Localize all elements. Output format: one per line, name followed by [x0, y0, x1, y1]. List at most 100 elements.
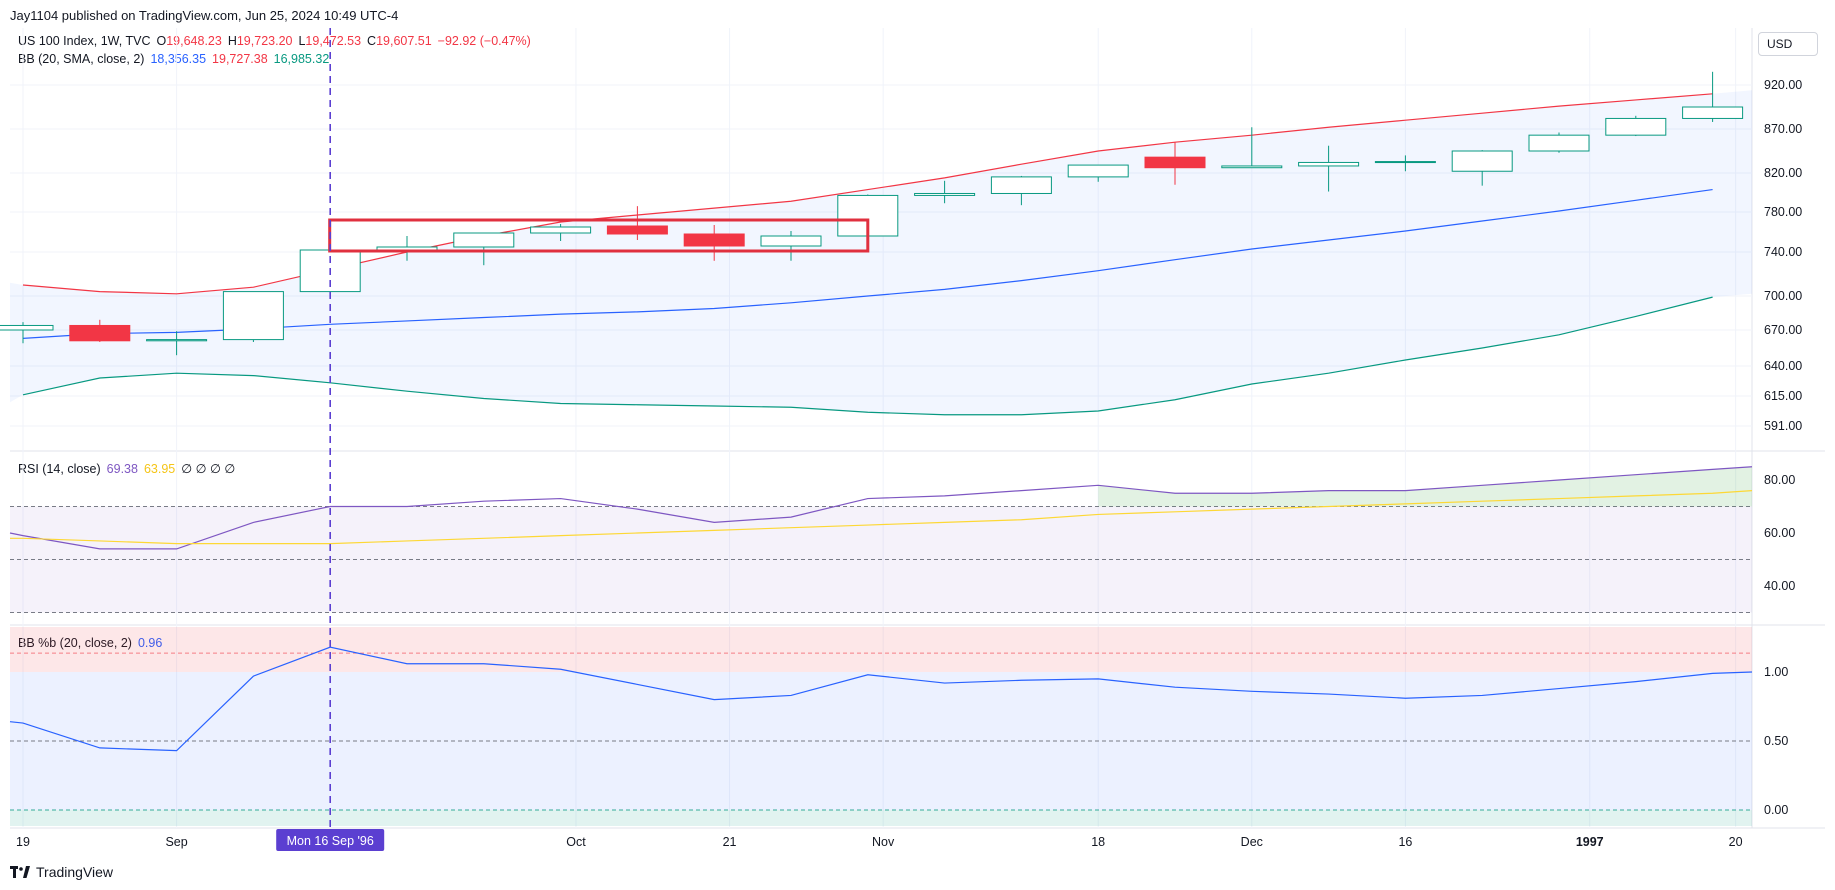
- price-tick-label: 740.00: [1764, 245, 1802, 259]
- candle: [606, 206, 668, 240]
- time-tick-label: 19: [16, 835, 30, 849]
- bbpb-line: [9, 646, 1753, 752]
- crosshair-date-label-text: Mon 16 Sep '96: [287, 834, 374, 848]
- published-header: Jay1104 published on TradingView.com, Ju…: [10, 8, 399, 23]
- bb-lower-line: [22, 296, 1713, 416]
- rsi-value: 69.38: [106, 462, 138, 476]
- candle-body-up: [1605, 117, 1667, 136]
- close-value: 19,607.51: [376, 34, 432, 48]
- tradingview-logo-icon: [10, 866, 30, 878]
- candle-body-up: [990, 176, 1052, 194]
- bbpb-tick-label: 1.00: [1764, 665, 1788, 679]
- bbpb-value: 0.96: [137, 636, 163, 650]
- time-tick-label: 20: [1729, 835, 1743, 849]
- price-tick-label: 615.00: [1764, 389, 1802, 403]
- bb-upper-value: 19,727.38: [212, 52, 268, 66]
- brand-name: TradingView: [36, 864, 114, 880]
- candle-body-up: [1298, 161, 1360, 167]
- low-label: L: [298, 34, 306, 48]
- candle-body-down: [1144, 156, 1206, 169]
- price-tick-label: 920.00: [1764, 78, 1802, 92]
- candle: [1221, 127, 1283, 169]
- currency-label: USD: [1767, 37, 1793, 51]
- candle-body-up: [0, 324, 54, 331]
- bb-legend[interactable]: BB (20, SMA, close, 2) 18,356.35 19,727.38…: [18, 52, 335, 66]
- candle: [683, 225, 745, 261]
- candle: [1374, 155, 1436, 172]
- bbpb-overbought-fill: [10, 627, 1752, 672]
- candle-body-up: [1221, 165, 1283, 169]
- candle: [914, 180, 976, 204]
- bb-basis-line: [22, 188, 1713, 339]
- candle-body-up: [914, 192, 976, 196]
- price-tick-label: 780.00: [1764, 205, 1802, 219]
- tradingview-brand: TradingView: [10, 864, 113, 880]
- rsi-overbought-fill: [1098, 466, 1752, 507]
- low-value: 19,472.53: [305, 34, 362, 48]
- bb-lower-value: 16,985.32: [273, 52, 330, 66]
- candle: [1682, 71, 1744, 122]
- open-label: O: [156, 34, 167, 48]
- bb-title: BB (20, SMA, close, 2): [18, 52, 145, 66]
- candle: [530, 224, 592, 241]
- crosshair-date-label-bg: [276, 829, 385, 851]
- high-value: 19,723.20: [236, 34, 293, 48]
- candle: [0, 322, 54, 344]
- rsi-extra-values: ∅ ∅ ∅ ∅: [181, 462, 236, 476]
- bbpb-tick-label: 0.50: [1764, 734, 1788, 748]
- candle-body-up: [1528, 134, 1590, 152]
- candle: [1144, 142, 1206, 185]
- candle-body-up: [1682, 106, 1744, 119]
- rsi-ma-value: 63.95: [143, 462, 176, 476]
- rsi-ma-line: [10, 490, 1753, 545]
- symbol-legend[interactable]: US 100 Index, 1W, TVC O19,648.23 H19,723.2…: [18, 34, 537, 48]
- candle-body-up: [1374, 161, 1436, 164]
- close-label: C: [367, 34, 377, 48]
- candle-body-down: [606, 225, 668, 235]
- time-tick-label: 1997: [1576, 835, 1604, 849]
- time-tick-label: Dec: [1241, 835, 1263, 849]
- candle: [453, 232, 515, 266]
- open-value: 19,648.23: [166, 34, 222, 48]
- bbpb-legend[interactable]: BB %b (20, close, 2) 0.96: [18, 636, 168, 650]
- candle: [222, 291, 284, 342]
- candle-body-up: [1067, 164, 1129, 178]
- rsi-title: RSI (14, close): [18, 462, 101, 476]
- time-tick-label: Sep: [165, 835, 187, 849]
- price-tick-label: 670.00: [1764, 323, 1802, 337]
- rsi-tick-label: 80.00: [1764, 473, 1795, 487]
- rsi-tick-label: 40.00: [1764, 579, 1795, 593]
- rsi-legend[interactable]: RSI (14, close) 69.38 63.95 ∅ ∅ ∅ ∅: [18, 461, 241, 476]
- candle: [146, 331, 208, 356]
- bb-basis-value: 18,356.35: [150, 52, 207, 66]
- candle-body-up: [222, 291, 284, 341]
- time-tick-label: Oct: [566, 835, 586, 849]
- candle-body-up: [146, 339, 208, 342]
- candle: [760, 231, 822, 261]
- bbpb-oversold-fill: [10, 810, 1752, 826]
- symbol-name: US 100 Index, 1W, TVC: [18, 34, 151, 48]
- candle-body-up: [1451, 150, 1513, 172]
- bb-band-fill: [10, 90, 1752, 415]
- crosshair-date-label: Mon 16 Sep '96: [276, 829, 385, 851]
- candle: [990, 175, 1052, 206]
- candle-body-up: [760, 235, 822, 247]
- time-tick-label: 18: [1091, 835, 1105, 849]
- candle-body-up: [530, 226, 592, 234]
- candle: [1605, 115, 1667, 137]
- candle-body-up: [453, 232, 515, 248]
- price-tick-label: 700.00: [1764, 289, 1802, 303]
- candle: [69, 319, 131, 342]
- candle: [1528, 132, 1590, 153]
- price-tick-label: 640.00: [1764, 359, 1802, 373]
- candle-body-down: [683, 233, 745, 247]
- price-tick-label: 820.00: [1764, 166, 1802, 180]
- price-tick-label: 591.00: [1764, 419, 1802, 433]
- candle: [1298, 145, 1360, 192]
- candle-body-down: [69, 324, 131, 342]
- rsi-line: [9, 466, 1753, 550]
- time-tick-label: 16: [1398, 835, 1412, 849]
- currency-button[interactable]: USD: [1758, 32, 1818, 56]
- change-value: −92.92 (−0.47%): [437, 34, 531, 48]
